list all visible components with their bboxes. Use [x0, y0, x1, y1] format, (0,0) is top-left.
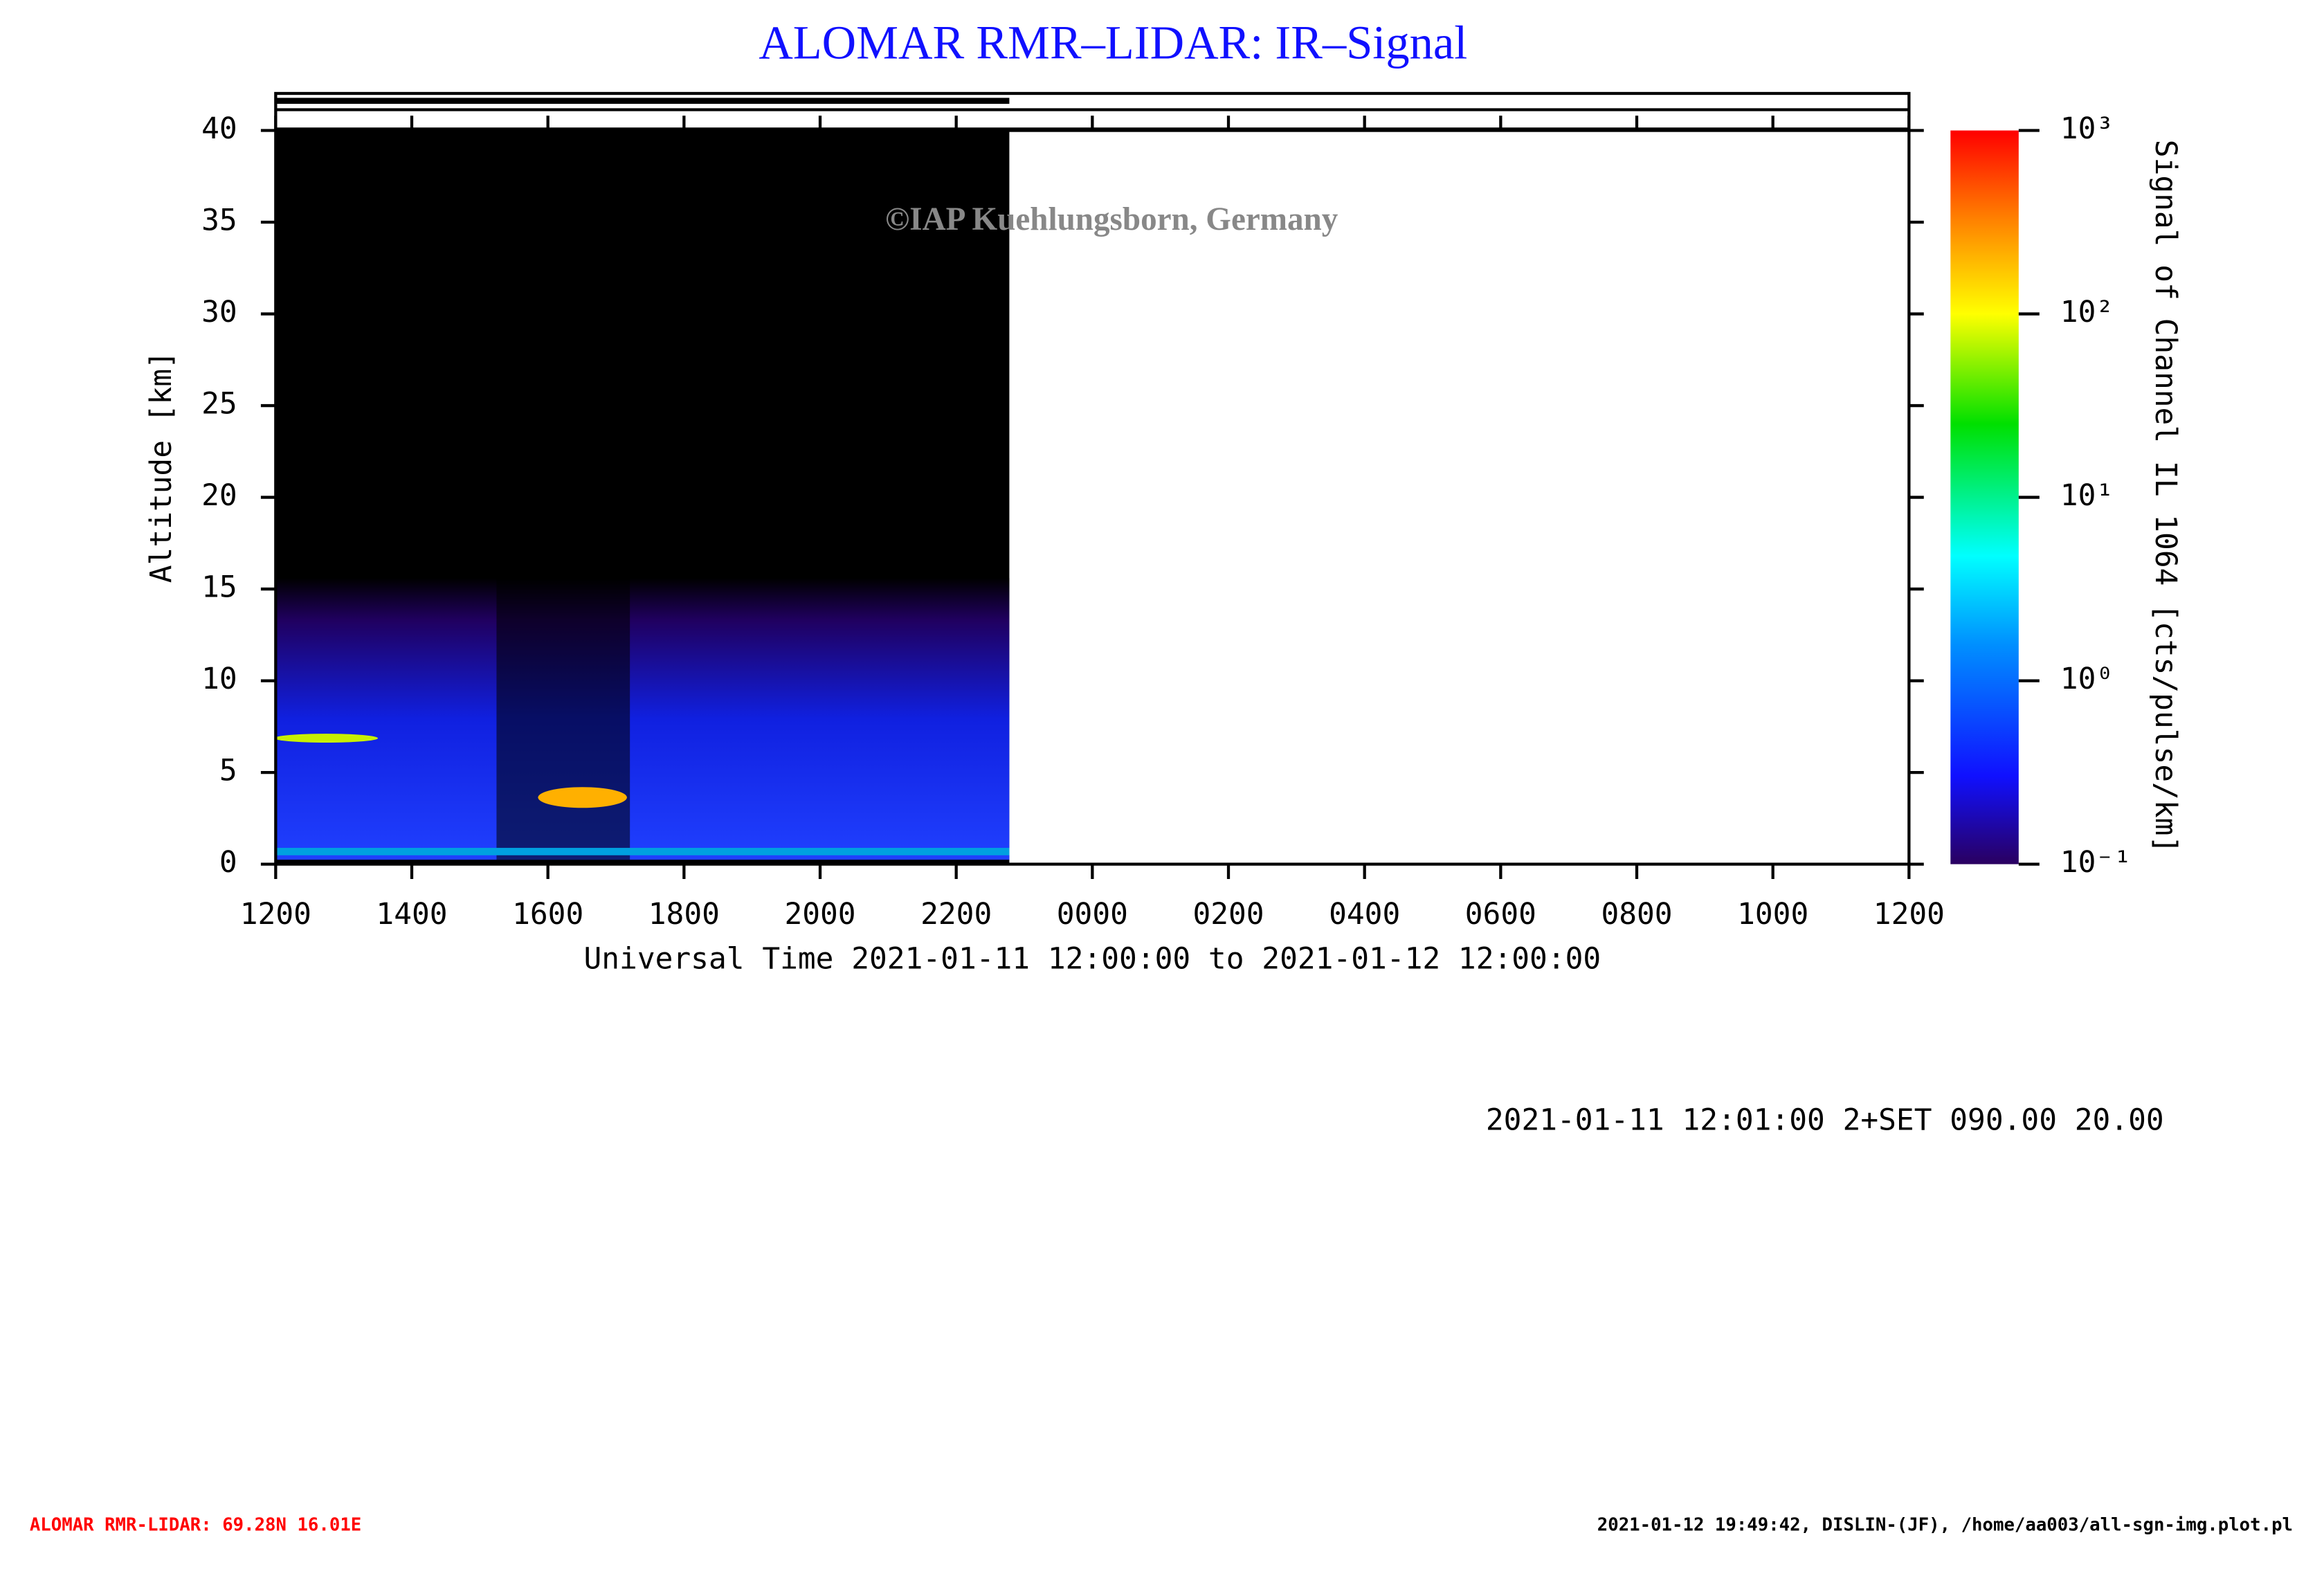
x-tick-label: 1200 [240, 897, 311, 932]
colorbar-tick-label: 10⁰ [2060, 662, 2114, 696]
x-tick-label: 0600 [1465, 897, 1536, 932]
colorbar-tick-label: 10³ [2060, 111, 2114, 146]
colorbar-label: Signal of Channel IL 1064 [cts/pulse/km] [2148, 140, 2183, 853]
heatmap-cloud [538, 787, 627, 808]
y-tick-label: 5 [219, 754, 237, 788]
x-axis-label: Universal Time 2021-01-11 12:00:00 to 20… [583, 941, 1601, 976]
x-tick-label: 1200 [1873, 897, 1945, 932]
heatmap-signal [275, 578, 1010, 860]
x-tick-label: 0400 [1329, 897, 1400, 932]
y-tick-label: 25 [201, 387, 237, 421]
footer-left: ALOMAR RMR-LIDAR: 69.28N 16.01E [30, 1514, 361, 1535]
y-tick-label: 20 [201, 478, 237, 513]
y-tick-label: 10 [201, 662, 237, 696]
watermark: ©IAP Kuehlungsborn, Germany [885, 201, 1338, 237]
x-tick-label: 1400 [376, 897, 447, 932]
y-tick-label: 0 [219, 845, 237, 880]
colorbar-tick-label: 10¹ [2060, 478, 2114, 513]
x-tick-label: 1000 [1737, 897, 1808, 932]
x-tick-label: 0000 [1057, 897, 1128, 932]
info-text: 2021-01-11 12:01:00 2+SET 090.00 20.00 [1486, 1103, 2164, 1138]
y-tick-label: 40 [201, 111, 237, 146]
colorbar-tick-label: 10⁻¹ [2060, 845, 2132, 880]
heatmap-ground [275, 848, 1010, 855]
x-tick-label: 2000 [784, 897, 855, 932]
y-axis-label: Altitude [km] [144, 351, 179, 583]
y-tick-label: 35 [201, 203, 237, 238]
x-tick-label: 0200 [1192, 897, 1264, 932]
x-tick-label: 2200 [920, 897, 992, 932]
x-tick-label: 1600 [512, 897, 583, 932]
x-tick-label: 1800 [648, 897, 720, 932]
y-tick-label: 30 [201, 295, 237, 329]
y-tick-label: 15 [201, 570, 237, 605]
heatmap-layer [274, 734, 379, 743]
colorbar-tick-label: 10² [2060, 295, 2114, 329]
x-tick-label: 0800 [1601, 897, 1672, 932]
colorbar [1950, 130, 2019, 864]
chart-title: ALOMAR RMR–LIDAR: IR–Signal [759, 16, 1467, 69]
footer-right: 2021-01-12 19:49:42, DISLIN-(JF), /home/… [1597, 1514, 2293, 1535]
heatmap-cloud-shadow [496, 578, 630, 860]
